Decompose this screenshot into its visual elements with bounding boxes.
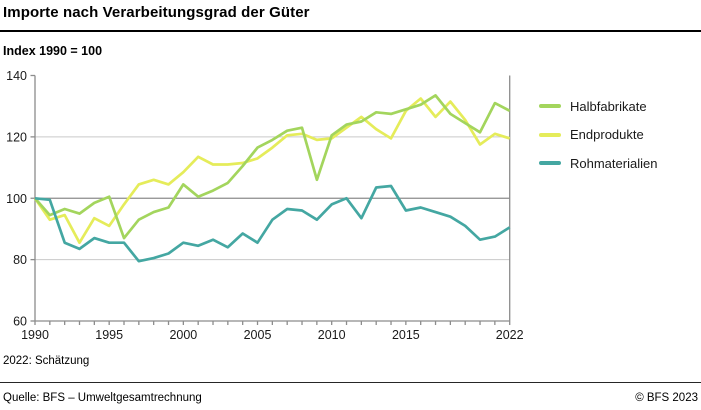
legend-label-endprodukte: Endprodukte [570, 127, 644, 143]
legend-label-halbfabrikate: Halbfabrikate [570, 98, 647, 114]
svg-text:2000: 2000 [169, 328, 197, 342]
svg-text:140: 140 [6, 69, 27, 83]
title-divider [0, 30, 701, 32]
source-text: Quelle: BFS – Umweltgesamtrechnung [3, 392, 202, 404]
legend-item-endprodukte: Endprodukte [539, 121, 657, 150]
page-title: Importe nach Verarbeitungsgrad der Güter [3, 4, 310, 21]
chart-legend: Halbfabrikate Endprodukte Rohmaterialien [539, 92, 657, 178]
legend-swatch-endprodukte-icon [539, 132, 561, 137]
svg-text:2010: 2010 [318, 328, 346, 342]
legend-item-halbfabrikate: Halbfabrikate [539, 92, 657, 121]
legend-swatch-halbfabrikate-icon [539, 104, 561, 109]
svg-text:2005: 2005 [244, 328, 272, 342]
chart-subtitle: Index 1990 = 100 [3, 44, 103, 58]
footer: Quelle: BFS – Umweltgesamtrechnung © BFS… [3, 392, 698, 404]
footnote: 2022: Schätzung [3, 355, 90, 367]
footer-divider [0, 382, 701, 383]
svg-text:2015: 2015 [392, 328, 420, 342]
svg-text:2022: 2022 [496, 328, 524, 342]
legend-label-rohmaterialien: Rohmaterialien [570, 155, 658, 171]
legend-swatch-rohmaterialien-icon [539, 161, 561, 166]
svg-text:80: 80 [13, 253, 27, 267]
svg-text:100: 100 [6, 192, 27, 206]
svg-text:120: 120 [6, 130, 27, 144]
svg-text:60: 60 [13, 315, 27, 329]
svg-text:1990: 1990 [21, 328, 49, 342]
legend-item-rohmaterialien: Rohmaterialien [539, 149, 657, 178]
svg-text:1995: 1995 [95, 328, 123, 342]
copyright-text: © BFS 2023 [635, 392, 698, 404]
